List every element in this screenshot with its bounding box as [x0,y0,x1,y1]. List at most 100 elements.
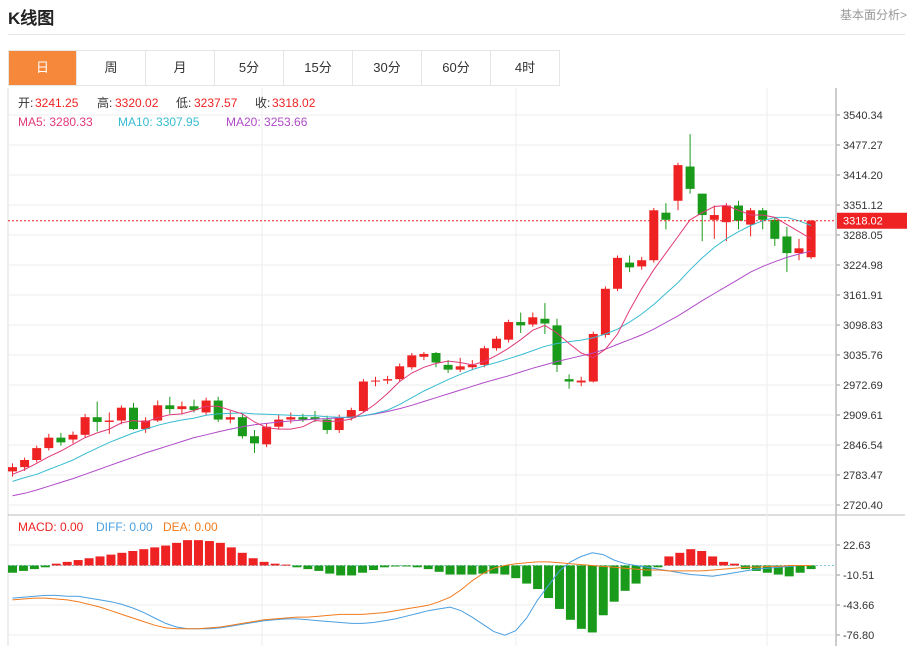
candle-body [734,205,743,221]
candle-body [685,166,695,189]
macd-bar [478,565,488,574]
macd-bar [697,551,707,566]
candle-body [806,220,816,258]
macd-bar [762,565,772,573]
macd-bar [270,563,280,566]
y-tick-label: 2909.61 [843,410,883,422]
candle-body [600,288,610,335]
candle-body [673,165,683,201]
candle-body [189,406,199,411]
macd-bar [369,565,379,571]
candle-body [721,205,731,223]
macd-bar [40,565,50,568]
ohlc-open-label: 开: [18,96,33,110]
macd-bar [445,565,455,575]
period-tabs: 日周月 5分 15分 30分 60分 4时 [8,50,560,86]
macd-bar [675,552,685,566]
candle-body [552,325,562,365]
candle-body [358,381,368,412]
macd-bar [784,565,794,577]
macd-bar [95,556,105,566]
candle-body [153,405,163,421]
candle-body [383,379,393,381]
candle-body [165,405,175,410]
candle-body [540,318,550,324]
macd-bar [347,565,357,576]
candle-body [250,436,259,444]
macd-bar [314,565,324,571]
tab-2[interactable]: 月 [146,51,215,85]
macd-bar [303,565,313,570]
y-tick-label: 2720.40 [843,500,883,512]
candle-body [649,210,659,261]
tab-4[interactable]: 15分 [284,51,353,85]
ohlc-close: 3318.02 [272,96,316,110]
candle-body [455,366,465,370]
ma-legend-1: MA10: 3307.95 [118,115,200,129]
candle-body [794,248,804,254]
candle-body [419,353,429,357]
macd-bar [609,565,619,602]
macd-bar [686,549,696,566]
macd-bar [489,565,499,574]
candle-body [274,419,284,427]
macd-bar [183,540,193,566]
y-tick-label: 3288.05 [843,230,883,242]
candle-body [564,379,574,382]
tab-7[interactable]: 4时 [491,51,560,85]
candle-body [116,407,126,421]
candle-body [443,364,453,370]
y-tick-label: 2783.47 [843,470,883,482]
macd-bar [325,565,335,574]
macd-bar [434,565,444,572]
macd-bar [642,565,652,577]
candle-body [129,407,138,430]
candle-body [431,352,441,363]
candle-body [371,380,380,382]
tab-1[interactable]: 周 [77,51,146,85]
ma10-line [12,216,812,482]
macd-bar [456,565,466,575]
macd-bar [172,542,182,566]
macd-bar [653,565,663,568]
macd-bar [795,565,805,573]
ma5-line [12,204,812,475]
macd-bar [84,558,94,566]
candle-body [467,364,477,368]
candle-body [32,448,42,461]
candle-body [56,437,66,443]
tab-6[interactable]: 60分 [422,51,491,85]
macd-bar [544,565,554,599]
macd-bar [193,540,203,566]
tab-3[interactable]: 5分 [215,51,284,85]
y-tick-label: 3477.27 [843,140,883,152]
macd-legend-2: DEA: 0.00 [163,520,218,534]
y-tick-label: 3414.20 [843,170,883,182]
candle-body [177,406,187,410]
macd-bar [215,542,225,566]
candle-body [92,417,102,422]
tab-5[interactable]: 30分 [353,51,422,85]
ma20-line [12,250,812,497]
candle-body [262,426,272,445]
header-divider [8,34,905,35]
macd-y-tick-label: -10.51 [843,570,874,582]
fundamental-analysis-link[interactable]: 基本面分析> [839,8,907,22]
macd-bar [730,563,740,566]
last-price-badge [837,212,907,229]
macd-bar [565,565,575,620]
candle-body [709,215,719,220]
macd-bar [106,554,116,566]
macd-bar [237,552,247,566]
y-tick-label: 3540.34 [843,110,883,122]
y-tick-label: 3035.76 [843,350,883,362]
y-tick-label: 3161.91 [843,290,883,302]
candle-body [697,193,707,216]
tab-0[interactable]: 日 [8,51,77,85]
candle-body [213,400,223,420]
macd-bar [719,561,729,566]
macd-bar [150,547,160,566]
macd-bar [292,565,302,568]
macd-bar [631,565,641,584]
macd-bar [587,565,597,633]
